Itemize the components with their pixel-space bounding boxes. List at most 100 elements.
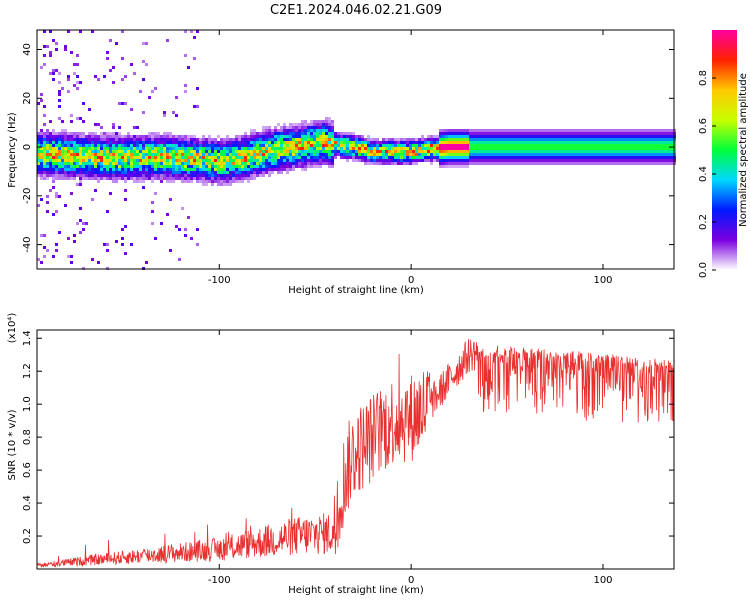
y-tick-label: 20 bbox=[22, 92, 33, 105]
heatmap-cell bbox=[103, 171, 106, 174]
heatmap-cell bbox=[124, 174, 127, 177]
heatmap-cell bbox=[46, 162, 49, 165]
heatmap-cell bbox=[508, 132, 511, 135]
heatmap-cell bbox=[400, 144, 403, 147]
heatmap-cell bbox=[397, 159, 400, 162]
heatmap-cell bbox=[163, 138, 166, 141]
heatmap-cell bbox=[46, 210, 49, 213]
heatmap-cell bbox=[562, 153, 565, 156]
heatmap-cell bbox=[379, 153, 382, 156]
heatmap-cell bbox=[178, 150, 181, 153]
heatmap-cell bbox=[610, 132, 613, 135]
heatmap-cell bbox=[619, 132, 622, 135]
heatmap-cell bbox=[58, 72, 61, 75]
heatmap-cell bbox=[352, 156, 355, 159]
heatmap-cell bbox=[178, 228, 181, 231]
heatmap-cell bbox=[475, 156, 478, 159]
heatmap-cell bbox=[217, 159, 220, 162]
heatmap-cell bbox=[562, 144, 565, 147]
heatmap-cell bbox=[394, 159, 397, 162]
heatmap-cell bbox=[106, 51, 109, 54]
heatmap-cell bbox=[664, 138, 667, 141]
heatmap-cell bbox=[211, 147, 214, 150]
heatmap-cell bbox=[454, 153, 457, 156]
heatmap-cell bbox=[421, 135, 424, 138]
heatmap-cell bbox=[217, 162, 220, 165]
heatmap-cell bbox=[133, 72, 136, 75]
heatmap-cell bbox=[664, 156, 667, 159]
heatmap-cell bbox=[670, 135, 673, 138]
heatmap-cell bbox=[463, 129, 466, 132]
heatmap-cell bbox=[457, 147, 460, 150]
heatmap-cell bbox=[409, 156, 412, 159]
heatmap-cell bbox=[595, 138, 598, 141]
heatmap-cell bbox=[637, 156, 640, 159]
heatmap-cell bbox=[637, 150, 640, 153]
heatmap-cell bbox=[55, 210, 58, 213]
heatmap-cell bbox=[100, 162, 103, 165]
heatmap-cell bbox=[667, 150, 670, 153]
heatmap-cell bbox=[340, 150, 343, 153]
heatmap-cell bbox=[634, 132, 637, 135]
heatmap-cell bbox=[646, 153, 649, 156]
heatmap-cell bbox=[154, 162, 157, 165]
heatmap-cell bbox=[157, 141, 160, 144]
heatmap-cell bbox=[487, 153, 490, 156]
heatmap-cell bbox=[298, 123, 301, 126]
heatmap-cell bbox=[580, 138, 583, 141]
heatmap-cell bbox=[262, 126, 265, 129]
heatmap-cell bbox=[640, 144, 643, 147]
heatmap-cell bbox=[646, 159, 649, 162]
heatmap-cell bbox=[505, 135, 508, 138]
heatmap-cell bbox=[142, 159, 145, 162]
heatmap-cell bbox=[178, 147, 181, 150]
heatmap-cell bbox=[178, 141, 181, 144]
heatmap-cell bbox=[232, 141, 235, 144]
heatmap-cell bbox=[121, 57, 124, 60]
heatmap-cell bbox=[295, 144, 298, 147]
heatmap-cell bbox=[73, 150, 76, 153]
heatmap-cell bbox=[157, 144, 160, 147]
heatmap-cell bbox=[127, 141, 130, 144]
heatmap-cell bbox=[625, 147, 628, 150]
heatmap-cell bbox=[427, 159, 430, 162]
heatmap-cell bbox=[103, 141, 106, 144]
heatmap-cell bbox=[85, 168, 88, 171]
heatmap-cell bbox=[247, 162, 250, 165]
heatmap-cell bbox=[328, 150, 331, 153]
heatmap-cell bbox=[100, 141, 103, 144]
heatmap-cell bbox=[49, 165, 52, 168]
heatmap-cell bbox=[373, 138, 376, 141]
heatmap-cell bbox=[589, 132, 592, 135]
heatmap-cell bbox=[436, 141, 439, 144]
heatmap-cell bbox=[664, 141, 667, 144]
heatmap-cell bbox=[70, 147, 73, 150]
heatmap-cell bbox=[436, 159, 439, 162]
heatmap-cell bbox=[670, 132, 673, 135]
heatmap-cell bbox=[217, 147, 220, 150]
heatmap-cell bbox=[229, 141, 232, 144]
heatmap-cell bbox=[82, 147, 85, 150]
heatmap-cell bbox=[607, 150, 610, 153]
heatmap-cell bbox=[478, 138, 481, 141]
heatmap-cell bbox=[61, 168, 64, 171]
heatmap-cell bbox=[430, 135, 433, 138]
heatmap-cell bbox=[274, 135, 277, 138]
heatmap-cell bbox=[118, 150, 121, 153]
heatmap-cell bbox=[427, 141, 430, 144]
heatmap-cell bbox=[163, 159, 166, 162]
heatmap-cell bbox=[187, 156, 190, 159]
heatmap-cell bbox=[502, 147, 505, 150]
heatmap-cell bbox=[58, 153, 61, 156]
heatmap-cell bbox=[529, 138, 532, 141]
heatmap-cell bbox=[109, 147, 112, 150]
heatmap-cell bbox=[97, 135, 100, 138]
heatmap-cell bbox=[97, 168, 100, 171]
heatmap-cell bbox=[40, 165, 43, 168]
heatmap-cell bbox=[349, 138, 352, 141]
heatmap-cell bbox=[421, 150, 424, 153]
heatmap-cell bbox=[364, 138, 367, 141]
heatmap-cell bbox=[40, 66, 43, 69]
heatmap-cell bbox=[640, 135, 643, 138]
heatmap-cell bbox=[628, 156, 631, 159]
